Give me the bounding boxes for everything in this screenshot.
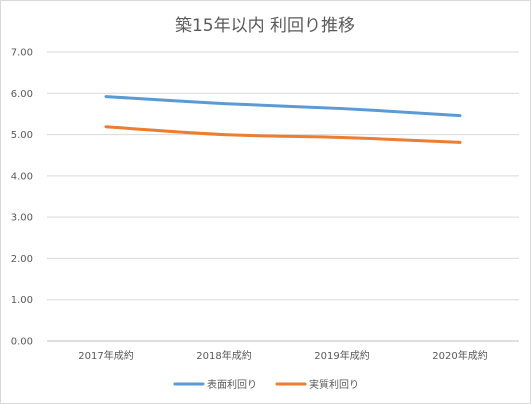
x-tick-label: 2020年成約 <box>432 349 487 362</box>
series-line-0 <box>104 95 462 118</box>
x-tick-label: 2018年成約 <box>196 349 251 362</box>
x-tick-label: 2017年成約 <box>78 349 133 362</box>
series-lines <box>104 95 462 144</box>
y-tick-label: 4.00 <box>11 171 33 182</box>
gridlines <box>47 51 519 342</box>
legend: 表面利回り 実質利回り <box>173 378 359 391</box>
y-tick-label: 5.00 <box>11 130 33 141</box>
series-line-1 <box>104 125 462 144</box>
y-tick-label: 3.00 <box>11 213 33 224</box>
legend-label-0: 表面利回り <box>207 378 257 391</box>
x-tick-label: 2019年成約 <box>314 349 369 362</box>
legend-label-1: 実質利回り <box>309 378 359 391</box>
chart-title: 築15年以内 利回り推移 <box>175 16 355 36</box>
y-axis-ticks: 0.00 1.00 2.00 3.00 4.00 5.00 6.00 7.00 <box>11 48 33 348</box>
y-tick-label: 0.00 <box>11 337 33 348</box>
x-axis-ticks: 2017年成約 2018年成約 2019年成約 2020年成約 <box>78 349 487 362</box>
y-tick-label: 1.00 <box>11 295 33 306</box>
y-tick-label: 2.00 <box>11 254 33 265</box>
y-tick-label: 7.00 <box>11 48 33 59</box>
y-tick-label: 6.00 <box>11 89 33 100</box>
